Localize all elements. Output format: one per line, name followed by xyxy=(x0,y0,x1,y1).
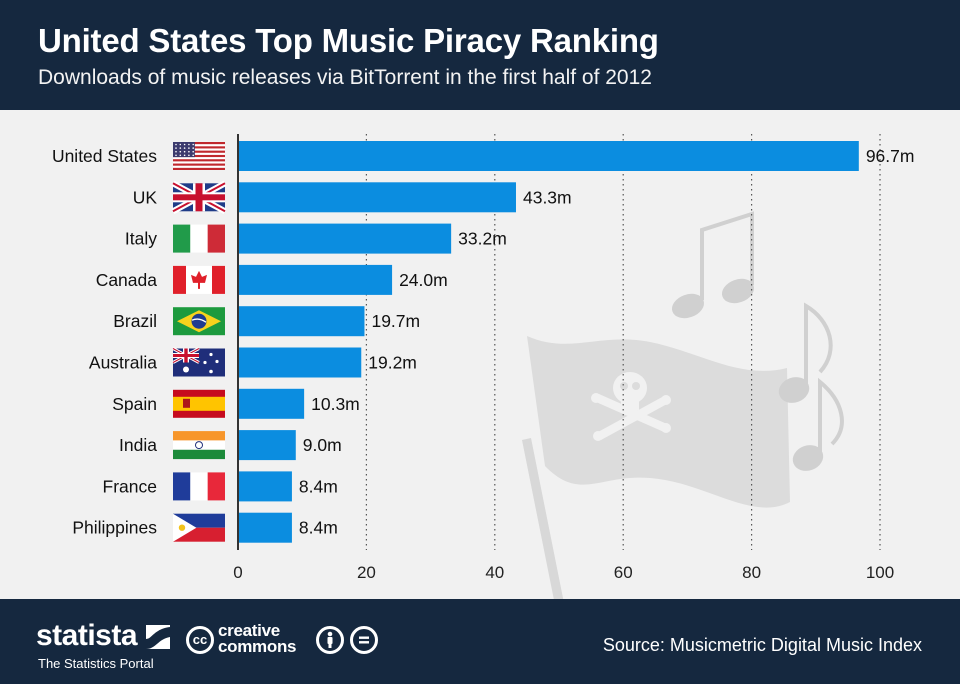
creative-commons-label: creative commons xyxy=(218,621,297,656)
header: United States Top Music Piracy Ranking D… xyxy=(0,0,960,110)
x-tick-label: 0 xyxy=(233,563,242,582)
x-tick-label: 20 xyxy=(357,563,376,582)
bar xyxy=(239,182,516,213)
attribution-icon xyxy=(316,626,344,654)
data-label: 24.0m xyxy=(399,270,448,290)
x-tick-label: 80 xyxy=(742,563,761,582)
bar xyxy=(239,223,452,254)
data-label: 43.3m xyxy=(523,187,572,207)
category-label: United States xyxy=(52,146,157,166)
x-tick-label: 100 xyxy=(866,563,894,582)
pirate-flag-icon xyxy=(522,336,790,599)
bar xyxy=(239,512,292,543)
category-label: Canada xyxy=(96,270,158,290)
data-label: 10.3m xyxy=(311,394,360,414)
data-label: 33.2m xyxy=(458,229,507,249)
us-flag-icon xyxy=(173,142,225,170)
statista-logo[interactable]: statista xyxy=(36,621,170,651)
category-label: Spain xyxy=(112,394,157,414)
chart-title: United States Top Music Piracy Ranking xyxy=(38,22,659,59)
brand-tagline: The Statistics Portal xyxy=(38,656,154,671)
music-note-icon xyxy=(672,211,844,471)
italy-flag-icon xyxy=(173,224,225,253)
category-label: India xyxy=(119,435,157,455)
footer: statista The Statistics Portal cc creati… xyxy=(0,599,960,684)
category-label: Brazil xyxy=(113,311,157,331)
no-derivatives-icon xyxy=(350,626,378,654)
bar xyxy=(239,306,365,337)
data-label: 96.7m xyxy=(866,146,915,166)
france-flag-icon xyxy=(173,472,225,501)
category-label: France xyxy=(103,476,157,496)
india-flag-icon xyxy=(173,431,225,460)
statista-logo-icon xyxy=(145,625,170,649)
spain-flag-icon xyxy=(173,389,225,418)
canada-flag-icon xyxy=(173,265,225,294)
brand-name: statista xyxy=(36,619,138,652)
x-tick-label: 60 xyxy=(614,563,633,582)
uk-flag-icon xyxy=(171,180,227,214)
cc-label-line-1: creative xyxy=(218,621,280,640)
cc-icon: cc xyxy=(186,626,214,654)
data-label: 19.2m xyxy=(368,353,417,373)
source-note: Source: Musicmetric Digital Music Index xyxy=(602,635,922,655)
x-tick-label: 40 xyxy=(485,563,504,582)
category-label: Australia xyxy=(89,353,157,373)
chart-subtitle: Downloads of music releases via BitTorre… xyxy=(38,66,652,89)
bar xyxy=(239,347,362,378)
data-label: 9.0m xyxy=(303,435,342,455)
bar xyxy=(239,471,292,502)
philippines-flag-icon xyxy=(173,513,225,542)
category-label: UK xyxy=(133,187,158,207)
category-label: Philippines xyxy=(72,518,157,538)
brazil-flag-icon xyxy=(173,307,225,336)
category-label: Italy xyxy=(125,229,157,249)
cc-label-line-2: commons xyxy=(218,637,297,656)
data-label: 8.4m xyxy=(299,518,338,538)
australia-flag-icon xyxy=(172,347,225,377)
bar xyxy=(239,264,393,295)
data-label: 19.7m xyxy=(371,311,420,331)
bar xyxy=(239,141,859,171)
bar-chart: 96.7m United States 43.3m UK 33.2m Italy 24.0m… xyxy=(52,134,915,599)
bar xyxy=(239,430,296,461)
data-label: 8.4m xyxy=(299,476,338,496)
bar xyxy=(239,388,305,419)
chart-area: 96.7m United States 43.3m UK 33.2m Italy 24.0m… xyxy=(0,110,960,599)
